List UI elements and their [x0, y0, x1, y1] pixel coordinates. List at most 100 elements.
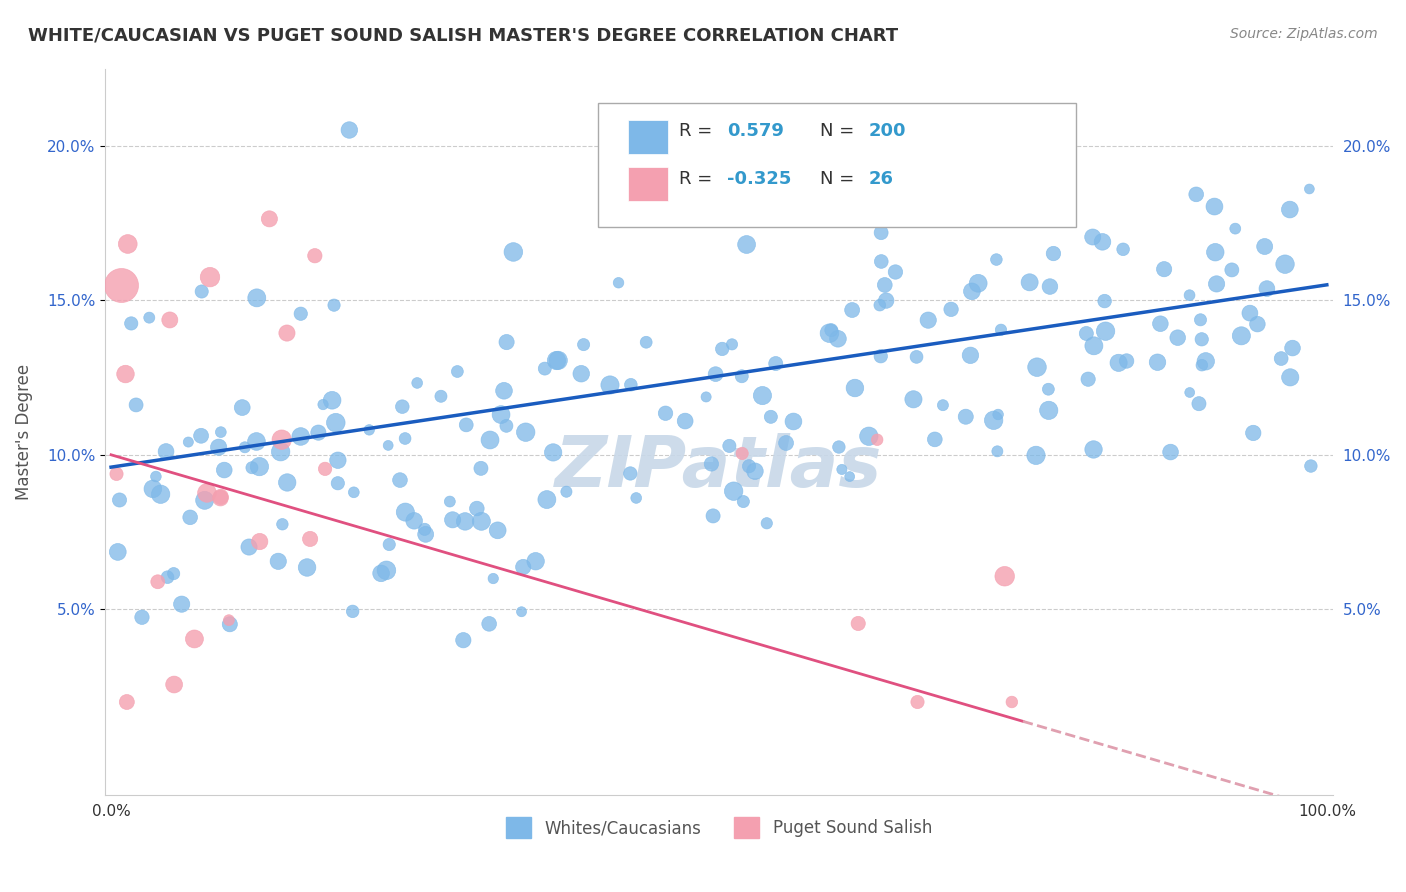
Point [838, 469, 860, 483]
Point [446, 364, 468, 378]
Text: N =: N = [820, 170, 859, 188]
Point [267, 554, 290, 568]
Point [155, 444, 177, 458]
Text: N =: N = [820, 122, 859, 140]
Point [1185, 187, 1208, 202]
Point [163, 566, 186, 581]
Text: R =: R = [679, 122, 718, 140]
Point [869, 298, 891, 312]
Point [209, 425, 232, 439]
Point [299, 532, 322, 546]
Point [208, 440, 231, 454]
Point [413, 522, 436, 536]
Point [1270, 351, 1292, 366]
Point [967, 277, 990, 291]
Point [304, 249, 326, 263]
Point [337, 123, 360, 137]
Point [240, 460, 263, 475]
Point [391, 400, 413, 414]
Point [939, 302, 962, 317]
Point [624, 491, 647, 505]
Point [290, 429, 312, 443]
Point [1253, 239, 1275, 253]
Point [673, 414, 696, 428]
Point [1026, 360, 1049, 375]
Point [1274, 257, 1296, 271]
Point [108, 493, 131, 508]
Point [620, 377, 643, 392]
Point [759, 409, 782, 424]
Point [312, 398, 335, 412]
Point [725, 155, 748, 169]
Point [233, 440, 256, 454]
Point [1112, 242, 1135, 256]
Point [495, 418, 517, 433]
Point [323, 298, 346, 312]
Point [1191, 358, 1213, 372]
Point [441, 513, 464, 527]
Point [406, 376, 429, 390]
Y-axis label: Master's Degree: Master's Degree [15, 364, 32, 500]
Point [1220, 263, 1243, 277]
Point [290, 307, 312, 321]
Point [478, 616, 501, 631]
Point [394, 432, 416, 446]
Point [209, 491, 232, 505]
Point [359, 423, 381, 437]
Point [870, 226, 893, 240]
Point [986, 444, 1008, 458]
Point [960, 285, 983, 299]
Point [1204, 245, 1226, 260]
Point [249, 534, 271, 549]
Point [190, 285, 212, 299]
Point [1001, 695, 1024, 709]
Point [326, 453, 349, 467]
Point [738, 459, 761, 474]
Point [636, 335, 658, 350]
Point [212, 463, 235, 477]
Point [1241, 425, 1264, 440]
Point [1108, 356, 1130, 370]
Point [547, 353, 569, 368]
Point [1189, 313, 1212, 327]
Point [510, 605, 533, 619]
Point [512, 560, 534, 574]
Point [1178, 288, 1201, 302]
Point [482, 572, 505, 586]
Point [1054, 209, 1077, 223]
Point [276, 326, 298, 340]
Point [404, 514, 426, 528]
Point [125, 398, 148, 412]
Point [1246, 317, 1268, 331]
Point [1091, 235, 1114, 249]
Point [486, 524, 509, 538]
Point [990, 323, 1012, 337]
Point [394, 505, 416, 519]
Point [245, 434, 267, 449]
Point [1281, 341, 1303, 355]
Point [238, 540, 260, 554]
Point [818, 326, 841, 341]
Point [1225, 221, 1247, 235]
Point [1038, 382, 1060, 396]
Point [194, 493, 217, 508]
Point [465, 501, 488, 516]
Point [246, 291, 269, 305]
Point [388, 473, 411, 487]
Point [470, 514, 492, 528]
Point [271, 517, 294, 532]
Point [326, 476, 349, 491]
Point [721, 337, 744, 351]
Point [955, 409, 977, 424]
Point [782, 415, 804, 429]
Point [775, 436, 797, 450]
Point [142, 482, 165, 496]
Point [827, 332, 849, 346]
Point [844, 381, 866, 395]
Point [454, 515, 477, 529]
Point [884, 265, 907, 279]
Point [218, 613, 240, 627]
Text: R =: R = [679, 170, 718, 188]
Point [846, 616, 869, 631]
Point [456, 417, 478, 432]
